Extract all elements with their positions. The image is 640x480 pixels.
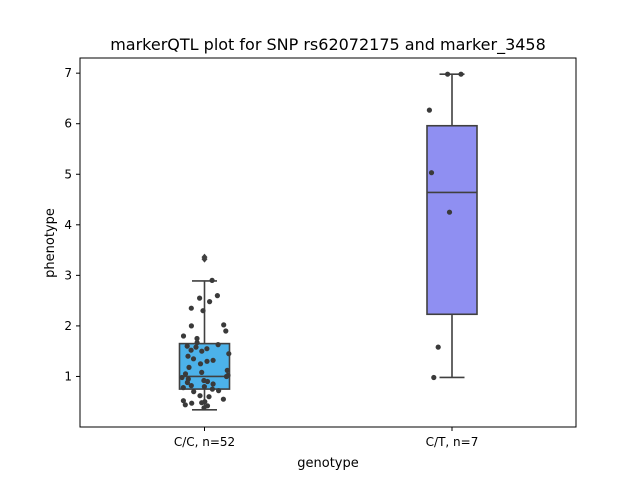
x-tick-label: C/C, n=52: [174, 435, 235, 449]
data-point: [426, 107, 432, 113]
data-point: [223, 328, 229, 334]
data-point: [185, 376, 191, 382]
y-tick-label: 4: [64, 218, 72, 232]
y-tick-label: 6: [64, 117, 72, 131]
data-point: [193, 344, 199, 350]
data-point: [188, 347, 194, 353]
x-tick-label: C/T, n=7: [426, 435, 479, 449]
data-point: [199, 348, 205, 354]
box-iqr: [426, 124, 478, 316]
data-point: [224, 367, 230, 373]
data-point: [204, 346, 210, 352]
data-point: [225, 372, 231, 378]
data-point: [458, 71, 464, 77]
data-point: [200, 308, 206, 314]
y-tick-label: 2: [64, 319, 72, 333]
data-point: [204, 403, 211, 409]
data-point: [214, 293, 220, 299]
data-point: [446, 209, 453, 215]
x-axis-label: genotype: [297, 456, 358, 471]
y-axis-label: phenotype: [43, 208, 58, 278]
y-tick-label: 1: [64, 369, 72, 383]
data-point: [428, 170, 435, 176]
data-point: [215, 342, 221, 348]
data-point: [180, 385, 186, 391]
chart-title: markerQTL plot for SNP rs62072175 and ma…: [110, 35, 546, 55]
data-point: [182, 402, 188, 408]
plot-frame: [79, 57, 577, 428]
y-tick-label: 3: [64, 268, 72, 282]
y-axis: 1 2 3 4 5 6 7: [64, 66, 80, 383]
data-point: [210, 381, 216, 387]
data-point: [209, 277, 215, 283]
data-point: [210, 357, 216, 363]
data-point: [431, 374, 437, 381]
outlier-point: [201, 253, 208, 261]
data-point: [179, 374, 185, 381]
data-point: [226, 351, 232, 357]
data-point: [199, 369, 205, 375]
data-point: [189, 400, 195, 406]
data-point: [191, 389, 197, 395]
data-point: [180, 333, 187, 339]
data-point: [188, 323, 194, 329]
data-point: [216, 388, 222, 394]
data-point: [206, 394, 212, 400]
data-point: [194, 340, 200, 346]
data-point: [202, 399, 208, 405]
data-point: [190, 356, 197, 362]
data-point: [204, 358, 210, 364]
data-point: [182, 371, 189, 377]
y-tick-label: 7: [64, 66, 72, 80]
data-point: [445, 71, 451, 77]
data-point: [197, 361, 204, 367]
data-point: [201, 384, 207, 390]
data-point: [201, 377, 207, 384]
data-point: [188, 383, 194, 389]
data-point: [186, 364, 192, 370]
plot-area: [178, 71, 478, 411]
data-point: [207, 299, 213, 305]
x-axis: C/C, n=52 C/T, n=7: [174, 427, 479, 449]
data-point: [221, 322, 227, 328]
data-point: [188, 305, 194, 311]
data-point: [209, 386, 215, 392]
data-point: [194, 335, 200, 342]
data-point: [185, 353, 191, 359]
data-point: [220, 396, 226, 402]
data-point: [180, 398, 186, 404]
data-point: [197, 393, 203, 399]
y-tick-label: 5: [64, 167, 72, 181]
data-point: [435, 344, 441, 350]
data-point: [197, 295, 203, 301]
data-point: [184, 343, 190, 349]
